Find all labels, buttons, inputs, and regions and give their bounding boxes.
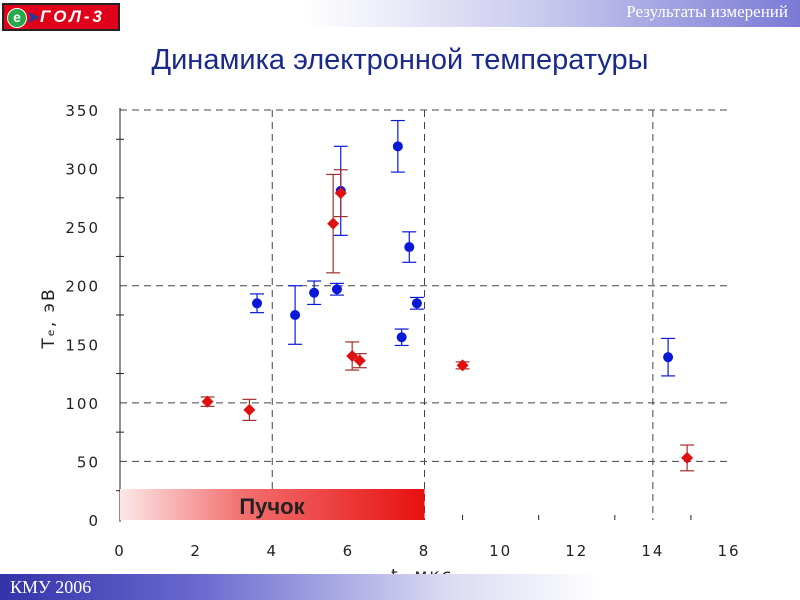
- beam-label: Пучок: [239, 494, 305, 519]
- data-point-circle: [331, 284, 342, 295]
- page-title: Динамика электронной температуры: [151, 44, 649, 76]
- x-tick-label: 0: [114, 542, 126, 560]
- data-points: [200, 119, 695, 472]
- logo-arrow-icon: ➤: [27, 9, 40, 26]
- data-point-circle: [309, 287, 320, 298]
- data-point-circle: [290, 310, 301, 320]
- beam-annotation: Пучок: [120, 489, 425, 520]
- data-point-diamond: [353, 354, 366, 367]
- y-tick-label: 150: [65, 336, 100, 354]
- section-title: Результаты измерений: [626, 2, 788, 21]
- axis-labels: t, мкс Tₑ, эВ: [39, 287, 451, 586]
- y-tick-label: 0: [88, 512, 100, 530]
- beam-bar: [120, 489, 425, 520]
- x-tick-label: 14: [641, 542, 664, 560]
- grid-lines: [120, 109, 729, 520]
- x-tick-label: 12: [565, 542, 588, 560]
- data-point-circle: [411, 298, 422, 309]
- data-point-circle: [663, 352, 674, 363]
- x-tick-label: 8: [419, 542, 431, 560]
- x-tick-label: 4: [266, 542, 278, 560]
- y-tick-label: 350: [65, 102, 100, 120]
- y-tick-label: 300: [65, 161, 100, 179]
- y-tick-label: 100: [65, 395, 100, 413]
- x-tick-label: 6: [343, 542, 355, 560]
- y-tick-label: 200: [65, 278, 100, 296]
- y-tick-label: 50: [77, 453, 100, 471]
- x-tick-label: 10: [489, 542, 512, 560]
- data-point-diamond: [681, 451, 694, 464]
- bottom-bar: КМУ 2006: [0, 574, 800, 600]
- data-point-diamond: [346, 350, 359, 362]
- y-tick-label: 250: [65, 219, 100, 237]
- data-point-diamond: [201, 395, 214, 408]
- footer-text: КМУ 2006: [10, 577, 92, 597]
- top-bar: Результаты измерений: [0, 0, 800, 27]
- logo-text: ГОЛ-3: [40, 7, 106, 26]
- x-tick-label: 2: [190, 542, 202, 560]
- data-point-diamond: [243, 403, 256, 416]
- data-point-diamond: [334, 187, 347, 200]
- data-point-circle: [252, 298, 263, 309]
- y-axis-title: Tₑ, эВ: [39, 287, 59, 349]
- data-point-diamond: [456, 359, 469, 372]
- data-point-circle: [396, 332, 407, 343]
- data-point-circle: [404, 242, 415, 253]
- data-point-diamond: [327, 217, 340, 230]
- axes: 0 50 100 150 200 250 300 350 0 2 4 6 8 10 12 14 16: [65, 102, 740, 560]
- data-point-circle: [392, 141, 403, 152]
- logo-electron-icon: e: [7, 8, 27, 28]
- gol3-logo: e ➤ ГОЛ-3: [2, 3, 120, 31]
- x-tick-label: 16: [717, 542, 740, 560]
